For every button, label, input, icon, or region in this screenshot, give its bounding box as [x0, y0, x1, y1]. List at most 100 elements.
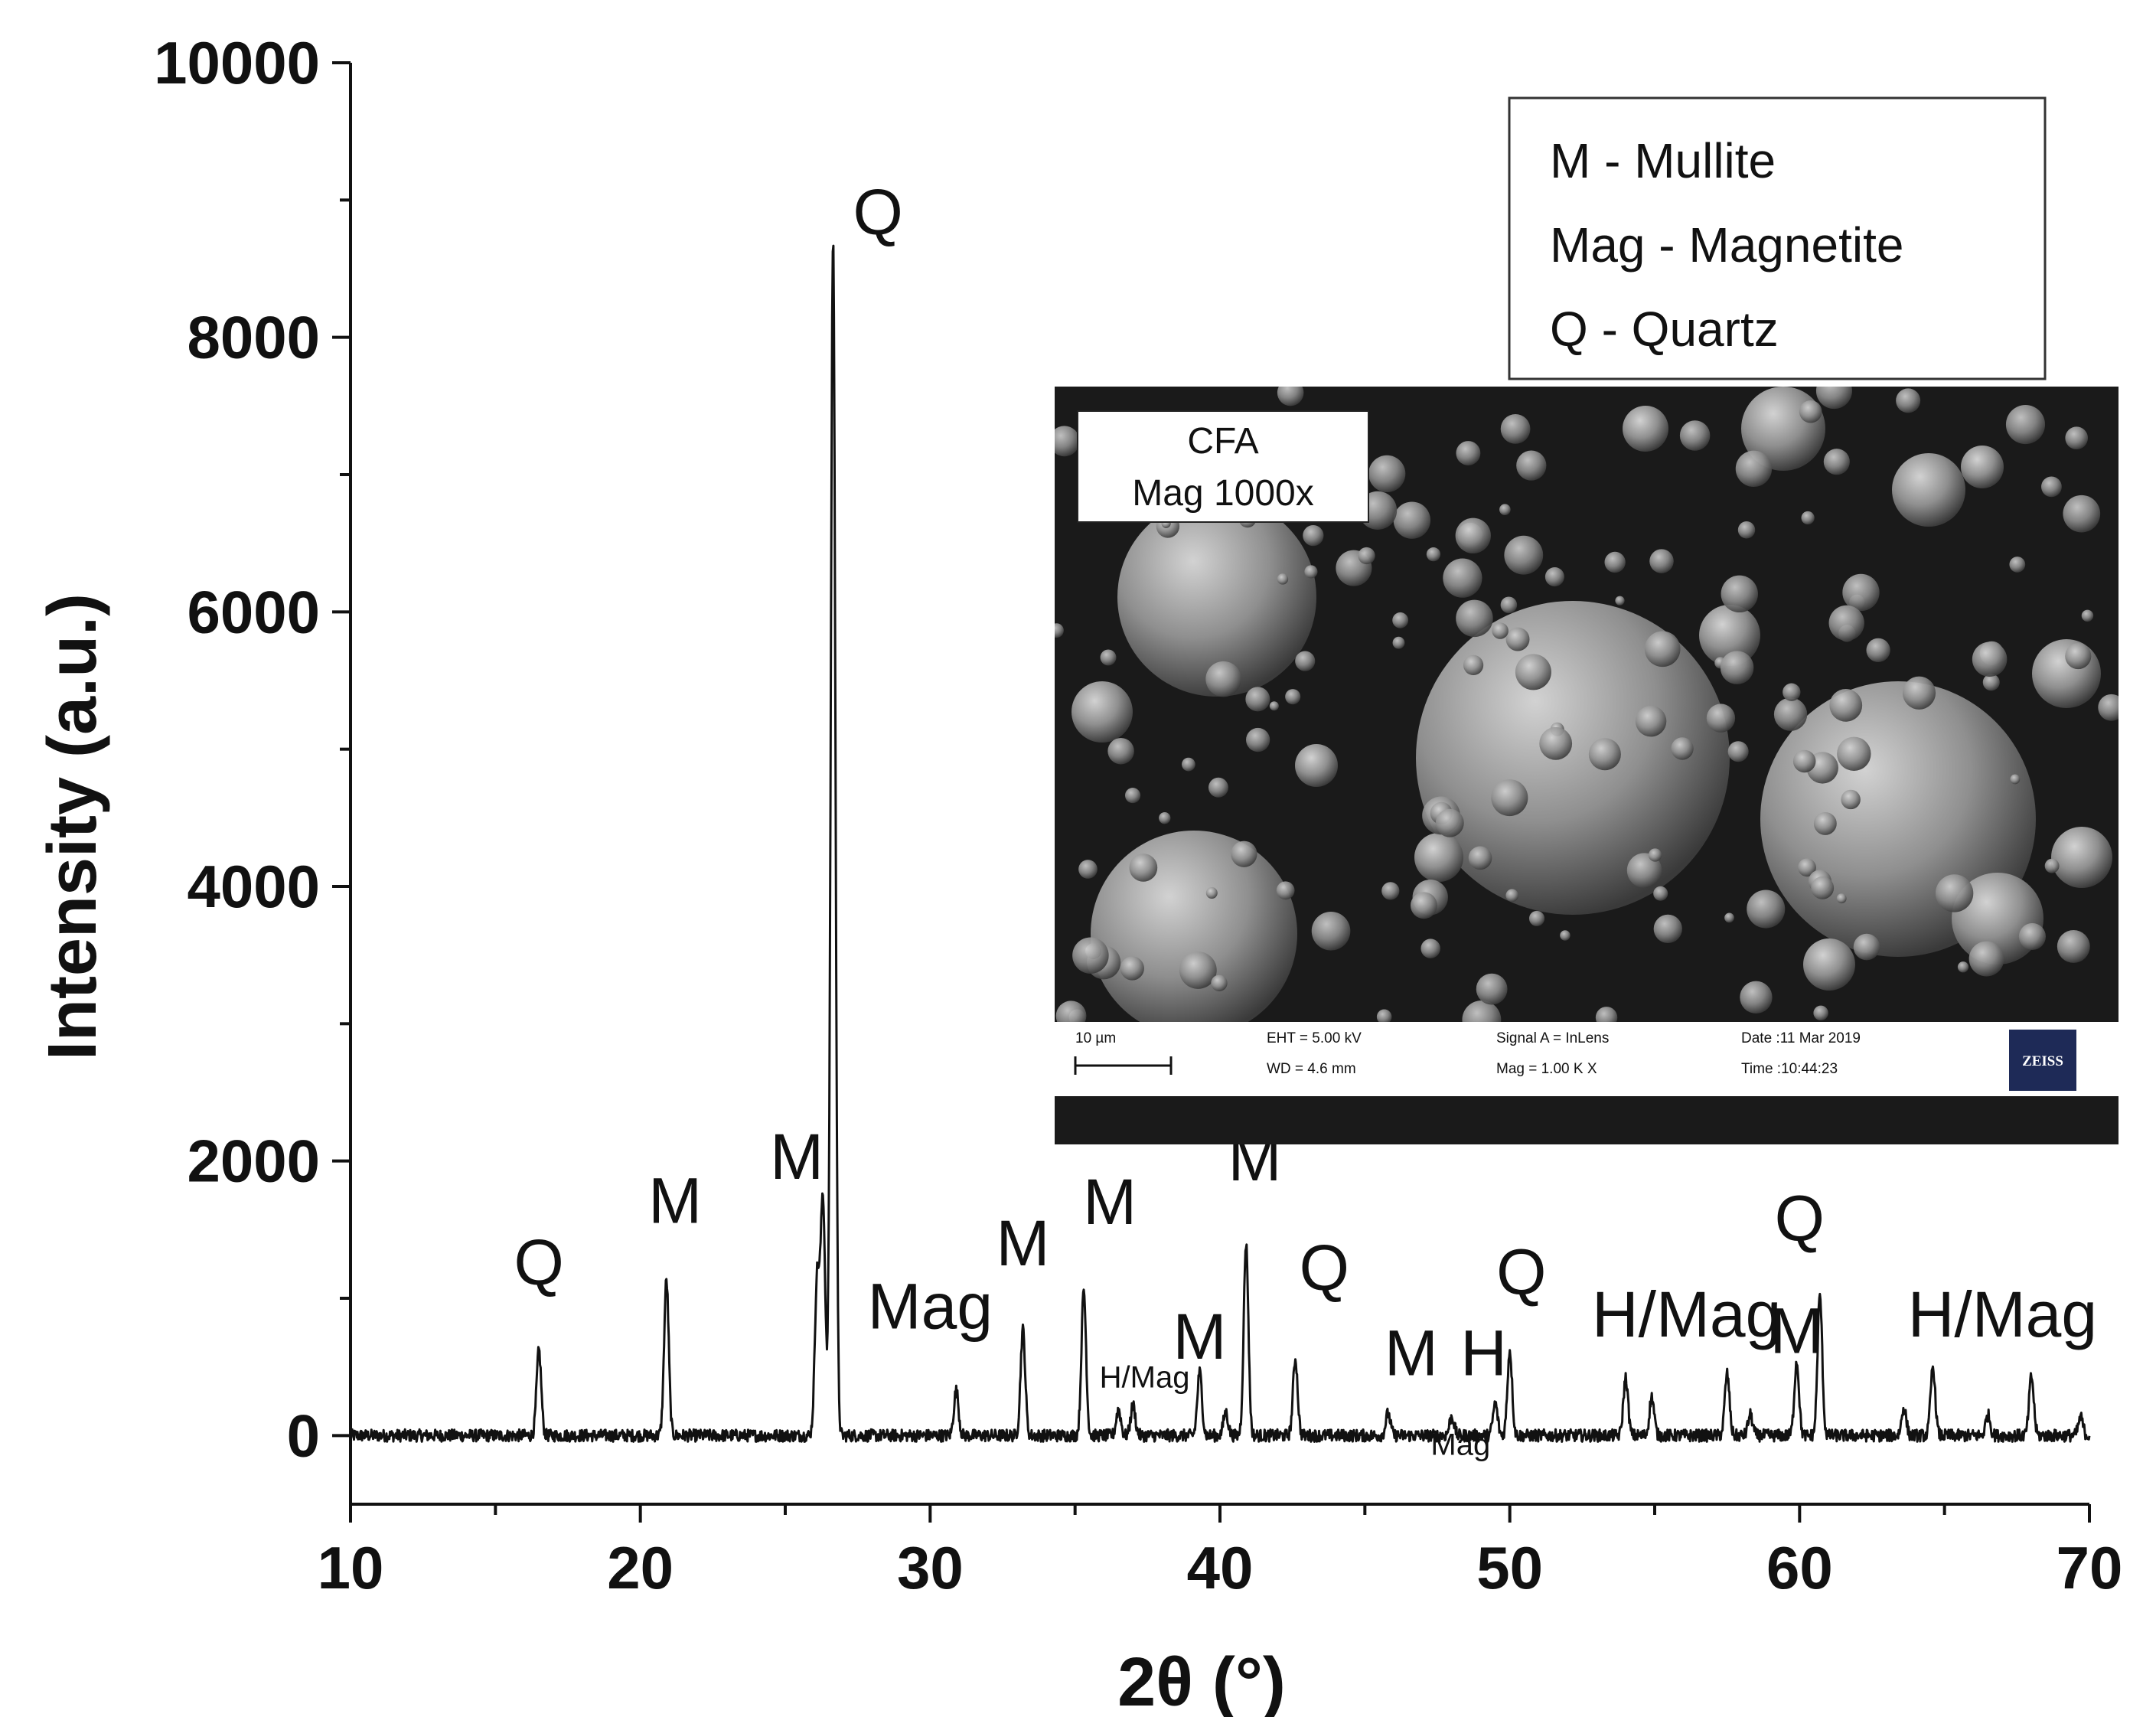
sem-particle	[1129, 854, 1158, 882]
peak-label: Q	[853, 176, 903, 248]
sem-particle	[1368, 455, 1406, 493]
peak-label: Q	[1496, 1236, 1546, 1308]
sem-particle	[1491, 779, 1528, 817]
sem-particle	[1358, 547, 1375, 565]
sem-particle	[1376, 1009, 1392, 1025]
sem-particle	[2009, 557, 2026, 573]
x-tick-label: 60	[1766, 1534, 1833, 1601]
sem-particle	[1792, 749, 1816, 773]
sem-particle	[1902, 676, 1936, 710]
legend-box	[1508, 96, 2047, 380]
sem-particle	[1829, 689, 1863, 722]
sem-particle	[1091, 831, 1297, 1037]
sem-particle	[1706, 703, 1736, 733]
series-line-cfa	[349, 244, 2091, 1443]
x-tick-label: 20	[607, 1534, 674, 1601]
sem-particle	[2044, 858, 2060, 873]
sem-particle	[1841, 789, 1861, 810]
sem-particle	[1679, 420, 1711, 451]
sem-particle	[1505, 889, 1519, 903]
sem-particle	[1208, 777, 1228, 798]
sem-particle	[1277, 573, 1289, 585]
sem-particle	[1544, 567, 1564, 587]
sem-particle	[1107, 737, 1134, 765]
sem-particle	[1798, 858, 1816, 877]
sem-particle	[1635, 705, 1667, 737]
peak-label: Q	[514, 1226, 563, 1298]
sem-particle	[1648, 848, 1662, 862]
sem-particle	[2063, 495, 2101, 533]
sem-particle	[1295, 744, 1338, 787]
sem-particle	[1414, 833, 1463, 882]
y-tick-label: 6000	[187, 578, 320, 645]
sem-particle	[1720, 651, 1754, 684]
sem-inset: CFA Mag 1000x 10 µm EHT = 5.00 kV WD = 4…	[1055, 387, 2118, 1144]
sem-date: Date :11 Mar 2019	[1741, 1030, 1861, 1046]
sem-particle	[1516, 450, 1547, 481]
sem-particle	[1828, 605, 1864, 641]
sem-particle	[1277, 387, 1304, 406]
sem-particle	[1853, 933, 1880, 961]
peak-label: Q	[1300, 1232, 1349, 1304]
sem-particle	[1644, 631, 1681, 668]
sem-particle	[1896, 388, 1921, 413]
sem-particle	[1276, 881, 1295, 900]
sem-particle	[1078, 860, 1098, 879]
sem-particle	[1182, 757, 1195, 772]
sem-image	[1055, 387, 2118, 1040]
sem-particle	[1747, 890, 1786, 929]
peak-label: Mag	[868, 1270, 993, 1342]
sem-particle	[1560, 930, 1571, 941]
sem-particle	[1740, 981, 1773, 1014]
sem-particle	[1892, 453, 1965, 527]
sem-particle	[2081, 609, 2094, 622]
sem-particle	[1303, 525, 1324, 547]
peak-label: M	[996, 1207, 1050, 1279]
sem-particle	[1124, 788, 1141, 804]
legend-entry-magnetite: Mag - Magnetite	[1550, 217, 1903, 273]
sem-particle	[1426, 547, 1441, 562]
sem-eht: EHT = 5.00 kV	[1267, 1030, 1362, 1046]
zeiss-logo-text: ZEISS	[2022, 1053, 2063, 1069]
sem-particle	[1515, 654, 1551, 690]
y-axis-ticks: 0 2000 4000 6000 8000 10000	[154, 29, 351, 1469]
x-tick-label: 10	[318, 1534, 384, 1601]
sem-particle	[1245, 727, 1270, 752]
sem-particle	[1982, 674, 2000, 691]
scale-bar-label: 10 µm	[1075, 1030, 1116, 1046]
sem-particle	[2098, 694, 2118, 721]
sem-particle	[1626, 853, 1662, 888]
x-tick-label: 70	[2057, 1534, 2123, 1601]
legend-entry-quartz: Q - Quartz	[1550, 302, 1779, 357]
y-tick-label: 4000	[187, 853, 320, 920]
x-tick-label: 40	[1187, 1534, 1254, 1601]
sem-particle	[1604, 551, 1626, 573]
sem-particle	[1468, 846, 1492, 870]
sem-particle	[1120, 956, 1144, 981]
sem-particle	[1117, 498, 1316, 697]
sem-particle	[1071, 681, 1133, 743]
sem-particle	[1836, 893, 1847, 904]
peak-label: H/Mag	[1908, 1278, 2097, 1350]
sem-particle	[1205, 661, 1241, 697]
x-axis-title: 2θ (°)	[1117, 1644, 1286, 1717]
sem-particle	[1456, 599, 1493, 638]
sem-particle	[1721, 575, 1758, 613]
sem-particle	[2018, 922, 2046, 950]
sem-particle	[1505, 627, 1530, 651]
sem-particle	[1961, 446, 2004, 488]
sem-particle	[1653, 886, 1668, 901]
y-tick-label: 8000	[187, 304, 320, 371]
sem-particle	[1528, 910, 1545, 926]
sem-particle	[2005, 405, 2046, 445]
sem-particle	[1813, 1005, 1828, 1021]
peak-label: H/Mag	[1592, 1278, 1781, 1350]
peak-label: M	[1385, 1317, 1438, 1389]
sem-particle	[1801, 511, 1815, 525]
sem-mag: Mag = 1.00 K X	[1496, 1061, 1597, 1077]
y-tick-label: 0	[287, 1402, 320, 1469]
peak-label: M	[1770, 1295, 1824, 1367]
sem-particle	[1311, 911, 1351, 951]
inset-label-title: CFA	[1187, 421, 1258, 462]
